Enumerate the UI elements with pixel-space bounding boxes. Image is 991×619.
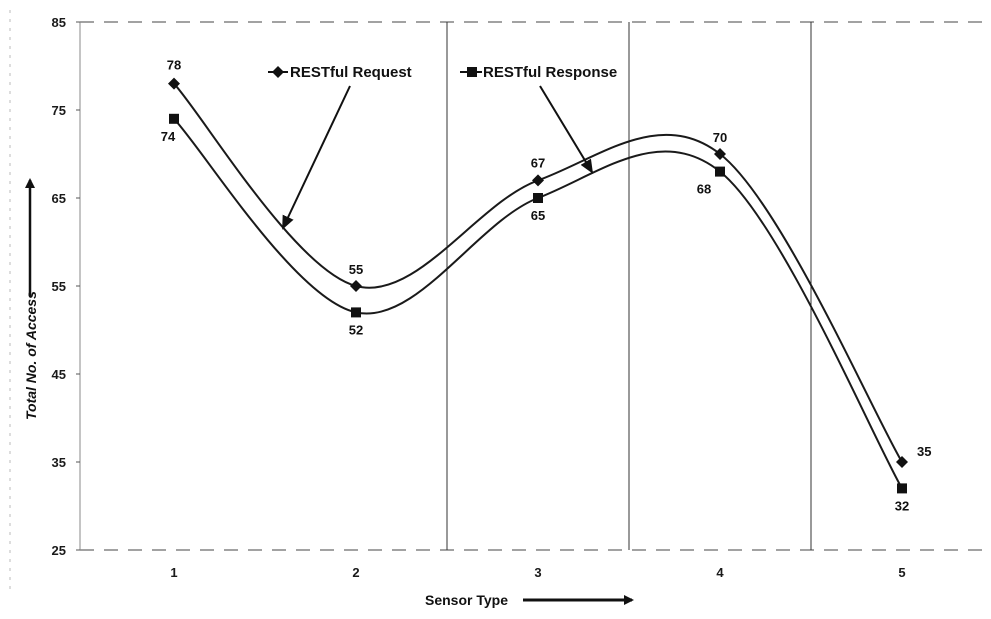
data-point-request: [350, 280, 362, 292]
y-tick-label: 85: [52, 15, 66, 30]
legend-arrow-response: [539, 85, 594, 174]
data-point-response: [533, 193, 543, 203]
x-tick-label: 3: [534, 565, 541, 580]
data-label: 67: [531, 155, 545, 170]
data-label: 70: [713, 130, 727, 145]
y-tick-label: 75: [52, 103, 66, 118]
data-point-response: [897, 483, 907, 494]
y-tick-label: 55: [52, 279, 66, 294]
x-axis-title-group: Sensor Type: [425, 592, 634, 608]
series-line-response: [173, 118, 903, 489]
legend-diamond-marker: [272, 66, 284, 78]
data-label: 35: [917, 444, 931, 459]
data-point-request: [168, 77, 180, 90]
y-tick-label: 45: [52, 367, 66, 382]
y-tick-label: 65: [52, 191, 66, 206]
data-label: 74: [161, 129, 176, 144]
legend-label-response: RESTful Response: [483, 64, 617, 81]
data-labels: 78 55 67 70 35 74 52 65 68 32: [161, 58, 932, 514]
x-axis-ticks: 1 2 3 4 5: [170, 565, 905, 580]
y-axis-ticks: 25 35 45 55 65 75 85: [52, 15, 80, 558]
x-tick-label: 5: [898, 565, 905, 580]
legend: RESTful Request RESTful Response: [268, 64, 617, 230]
legend-square-marker: [467, 67, 477, 77]
plot-frame: [9, 10, 985, 590]
legend-label-request: RESTful Request: [290, 64, 412, 81]
legend-item-response: RESTful Response: [460, 64, 617, 81]
data-point-response: [715, 166, 725, 177]
x-axis-title: Sensor Type: [425, 592, 508, 608]
x-tick-label: 2: [352, 565, 359, 580]
data-point-request: [896, 456, 908, 468]
y-axis-title-group: Total No. of Access: [23, 178, 39, 420]
data-label: 68: [697, 182, 711, 197]
data-label: 55: [349, 262, 363, 277]
data-label: 32: [895, 498, 909, 513]
data-point-request: [714, 148, 726, 160]
y-tick-label: 25: [52, 543, 66, 558]
legend-arrow-request: [282, 85, 351, 230]
y-axis-title: Total No. of Access: [23, 291, 39, 420]
x-tick-label: 1: [170, 565, 177, 580]
data-label: 78: [167, 58, 181, 73]
data-label: 65: [531, 208, 545, 223]
x-tick-label: 4: [716, 565, 724, 580]
series-layer: [168, 77, 908, 494]
data-point-response: [169, 113, 179, 124]
data-label: 52: [349, 322, 363, 337]
data-point-response: [351, 307, 361, 318]
legend-item-request: RESTful Request: [268, 64, 412, 81]
data-point-request: [532, 174, 544, 187]
y-tick-label: 35: [52, 455, 66, 470]
